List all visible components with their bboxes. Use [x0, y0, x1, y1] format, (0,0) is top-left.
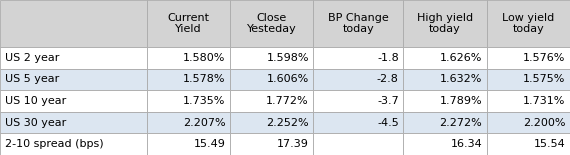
- Text: 1.575%: 1.575%: [523, 74, 565, 84]
- Bar: [0, 69, 146, 90]
- Bar: [230, 47, 314, 69]
- Text: BP Change
today: BP Change today: [328, 13, 389, 34]
- Text: 1.576%: 1.576%: [523, 53, 565, 63]
- Bar: [230, 69, 314, 90]
- Bar: [404, 112, 487, 133]
- Text: 17.39: 17.39: [277, 139, 309, 149]
- Bar: [146, 90, 230, 112]
- Text: 2-10 spread (bps): 2-10 spread (bps): [5, 139, 103, 149]
- Text: 2.272%: 2.272%: [439, 118, 482, 128]
- Bar: [230, 0, 314, 47]
- Text: 15.54: 15.54: [534, 139, 565, 149]
- Text: 1.580%: 1.580%: [183, 53, 226, 63]
- Bar: [146, 133, 230, 155]
- Text: US 2 year: US 2 year: [5, 53, 59, 63]
- Bar: [146, 47, 230, 69]
- Bar: [0, 47, 146, 69]
- Text: Low yield
today: Low yield today: [502, 13, 555, 34]
- Text: -1.8: -1.8: [377, 53, 399, 63]
- Bar: [487, 90, 570, 112]
- Bar: [404, 69, 487, 90]
- Text: 2.200%: 2.200%: [523, 118, 565, 128]
- Bar: [314, 47, 404, 69]
- Text: 1.626%: 1.626%: [439, 53, 482, 63]
- Text: 15.49: 15.49: [194, 139, 226, 149]
- Bar: [487, 112, 570, 133]
- Text: 2.252%: 2.252%: [266, 118, 309, 128]
- Bar: [487, 47, 570, 69]
- Bar: [487, 69, 570, 90]
- Bar: [487, 133, 570, 155]
- Text: Close
Yesteday: Close Yesteday: [247, 13, 296, 34]
- Text: Current
Yield: Current Yield: [168, 13, 209, 34]
- Text: 1.735%: 1.735%: [183, 96, 226, 106]
- Bar: [314, 69, 404, 90]
- Bar: [314, 112, 404, 133]
- Bar: [404, 90, 487, 112]
- Text: -3.7: -3.7: [377, 96, 399, 106]
- Text: High yield
today: High yield today: [417, 13, 473, 34]
- Bar: [314, 0, 404, 47]
- Bar: [0, 90, 146, 112]
- Bar: [230, 112, 314, 133]
- Bar: [314, 133, 404, 155]
- Text: 1.632%: 1.632%: [439, 74, 482, 84]
- Bar: [404, 47, 487, 69]
- Text: 2.207%: 2.207%: [183, 118, 226, 128]
- Bar: [146, 112, 230, 133]
- Bar: [230, 133, 314, 155]
- Text: US 30 year: US 30 year: [5, 118, 66, 128]
- Bar: [0, 112, 146, 133]
- Bar: [230, 90, 314, 112]
- Text: US 10 year: US 10 year: [5, 96, 66, 106]
- Bar: [404, 133, 487, 155]
- Bar: [146, 0, 230, 47]
- Text: 16.34: 16.34: [450, 139, 482, 149]
- Bar: [0, 133, 146, 155]
- Text: -4.5: -4.5: [377, 118, 399, 128]
- Text: US 5 year: US 5 year: [5, 74, 59, 84]
- Text: -2.8: -2.8: [377, 74, 399, 84]
- Bar: [314, 90, 404, 112]
- Text: 1.606%: 1.606%: [267, 74, 309, 84]
- Text: 1.578%: 1.578%: [183, 74, 226, 84]
- Text: 1.772%: 1.772%: [266, 96, 309, 106]
- Bar: [146, 69, 230, 90]
- Text: 1.789%: 1.789%: [439, 96, 482, 106]
- Bar: [0, 0, 146, 47]
- Bar: [404, 0, 487, 47]
- Text: 1.731%: 1.731%: [523, 96, 565, 106]
- Bar: [487, 0, 570, 47]
- Text: 1.598%: 1.598%: [266, 53, 309, 63]
